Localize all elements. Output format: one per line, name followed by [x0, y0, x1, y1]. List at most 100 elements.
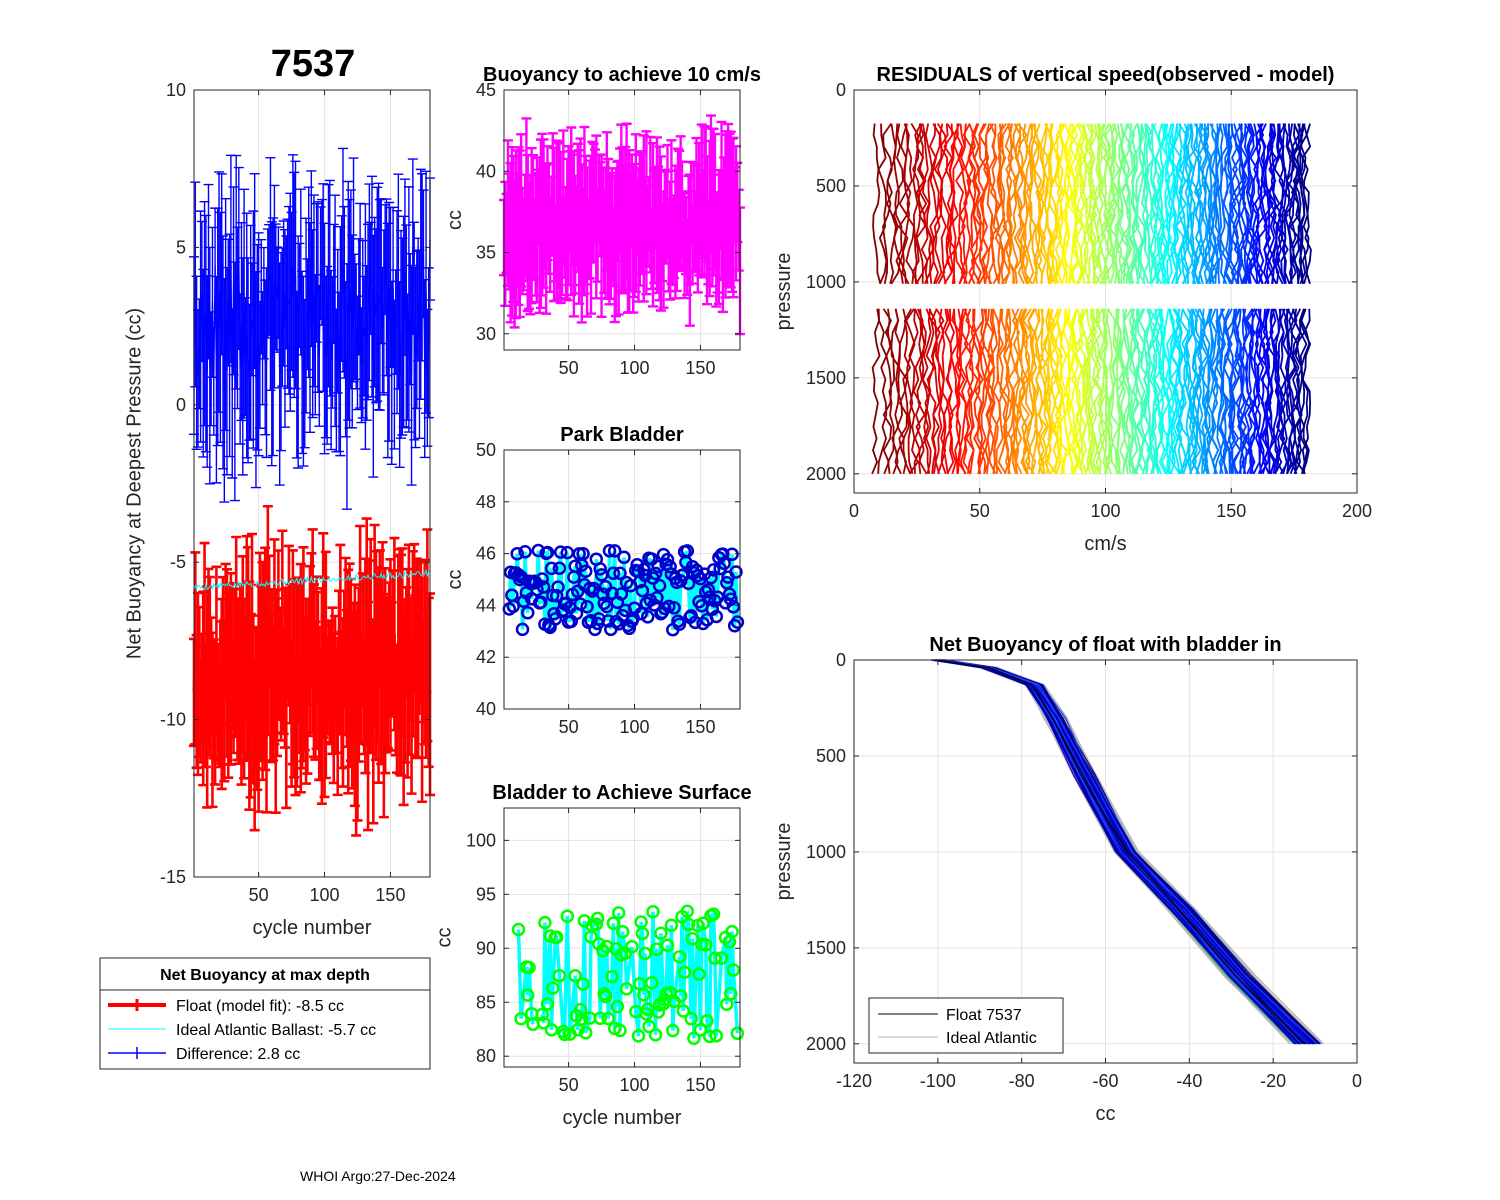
error-bar: [596, 153, 607, 318]
residual-profile-upper: [1181, 123, 1192, 285]
data-point: [716, 547, 730, 561]
residual-profile-lower: [930, 308, 941, 474]
residual-profile-upper: [1204, 123, 1214, 285]
x-tick-label: 100: [1090, 501, 1120, 521]
residual-profile-lower: [1034, 308, 1043, 475]
series-ideal-atlantic-ballast: [193, 568, 431, 591]
data-point: [672, 617, 687, 631]
residual-profile-lower: [902, 308, 912, 475]
series-surface-bladder: [511, 904, 745, 1046]
data-point: [573, 1003, 588, 1017]
data-point: [724, 987, 738, 1001]
data-point: [606, 916, 621, 931]
residual-profile-lower: [1027, 308, 1038, 475]
residual-profile-upper: [1047, 123, 1058, 285]
residual-profile-lower: [1034, 308, 1045, 474]
data-point: [685, 931, 700, 946]
residual-profile-lower: [957, 308, 967, 475]
residual-profile-upper: [989, 123, 1000, 285]
error-bar: [319, 576, 330, 799]
series-group: [511, 904, 745, 1046]
residual-profile-upper: [1109, 123, 1119, 285]
residual-profile-upper: [1051, 123, 1063, 285]
y-tick-label: -5: [170, 552, 186, 572]
data-point: [619, 982, 634, 996]
data-point: [654, 926, 668, 941]
error-bar: [378, 592, 389, 819]
y-tick-label: 30: [476, 324, 496, 344]
residual-profile-lower: [997, 308, 1008, 475]
data-point: [540, 997, 555, 1011]
residual-profile-upper: [905, 123, 915, 284]
x-tick-label: 150: [685, 717, 715, 737]
x-tick-label: -20: [1260, 1071, 1286, 1091]
x-tick-label: 0: [849, 501, 859, 521]
residual-profile-upper: [978, 123, 990, 284]
data-point: [673, 989, 688, 1003]
y-tick-label: 0: [836, 80, 846, 100]
x-tick-label: 150: [1216, 501, 1246, 521]
data-point: [610, 999, 625, 1014]
residual-profile-upper: [901, 123, 912, 285]
residual-profile-upper: [973, 123, 983, 285]
data-point: [681, 917, 696, 932]
residual-profile-upper: [1063, 123, 1074, 285]
error-bar: [409, 221, 420, 441]
y-tick-label: 500: [816, 746, 846, 766]
data-point: [642, 1019, 656, 1034]
residual-profile-lower: [1274, 308, 1285, 475]
data-point: [573, 597, 588, 611]
residual-profile-lower: [986, 308, 997, 475]
residual-profile-upper: [1244, 123, 1254, 284]
residual-profile-lower: [905, 308, 916, 475]
residual-profile-upper: [1216, 123, 1228, 285]
residual-profile-lower: [1115, 308, 1126, 474]
data-point: [543, 929, 557, 943]
x-tick-label: 100: [620, 1075, 650, 1095]
series-difference: [189, 147, 435, 510]
data-point: [638, 946, 652, 961]
error-bar: [655, 155, 666, 312]
residual-profile-lower: [1110, 308, 1121, 475]
x-axis-label: cm/s: [1084, 533, 1126, 555]
x-tick-label: 150: [685, 1075, 715, 1095]
data-point: [506, 599, 520, 614]
residual-profile-upper: [1012, 123, 1023, 284]
residual-profile-lower: [1100, 308, 1111, 475]
residual-profile-upper: [1272, 123, 1283, 284]
axes-box: [503, 89, 741, 351]
data-point: [575, 1012, 589, 1026]
data-point: [548, 612, 563, 626]
error-bar: [423, 267, 434, 419]
residual-profile-lower: [877, 308, 888, 474]
x-tick-label: -100: [920, 1071, 956, 1091]
residual-profile-lower: [1164, 308, 1175, 474]
residual-profile-lower: [945, 308, 955, 475]
data-point: [681, 576, 696, 591]
x-tick-label: -60: [1092, 1071, 1118, 1091]
residual-profile-lower: [1138, 308, 1149, 474]
y-tick-label: 2000: [806, 464, 846, 484]
data-point: [706, 563, 721, 577]
y-tick-label: 50: [476, 440, 496, 460]
residual-profile-lower: [912, 308, 923, 474]
net-buoyancy-legend: Net Buoyancy at max depth Float (model f…: [99, 957, 431, 1070]
data-point: [677, 965, 692, 979]
residual-profile-lower: [1091, 308, 1102, 475]
data-point: [576, 547, 590, 561]
residual-profile-lower: [886, 308, 896, 474]
data-point: [551, 580, 565, 594]
y-tick-label: 1000: [806, 272, 846, 292]
data-point: [684, 609, 698, 623]
data-point: [556, 603, 571, 617]
legend-entry-difference: Difference: 2.8 cc: [108, 1046, 300, 1063]
data-point: [514, 1011, 528, 1026]
residual-profile-lower: [1293, 308, 1303, 475]
series-group: [502, 543, 745, 637]
residual-profile-upper: [1017, 123, 1028, 285]
residual-profile-lower: [890, 308, 901, 475]
x-axis-label: cc: [1096, 1103, 1116, 1125]
residual-profile-lower: [1194, 308, 1204, 475]
residual-profile-lower: [1228, 308, 1240, 474]
y-tick-label: 1000: [806, 842, 846, 862]
